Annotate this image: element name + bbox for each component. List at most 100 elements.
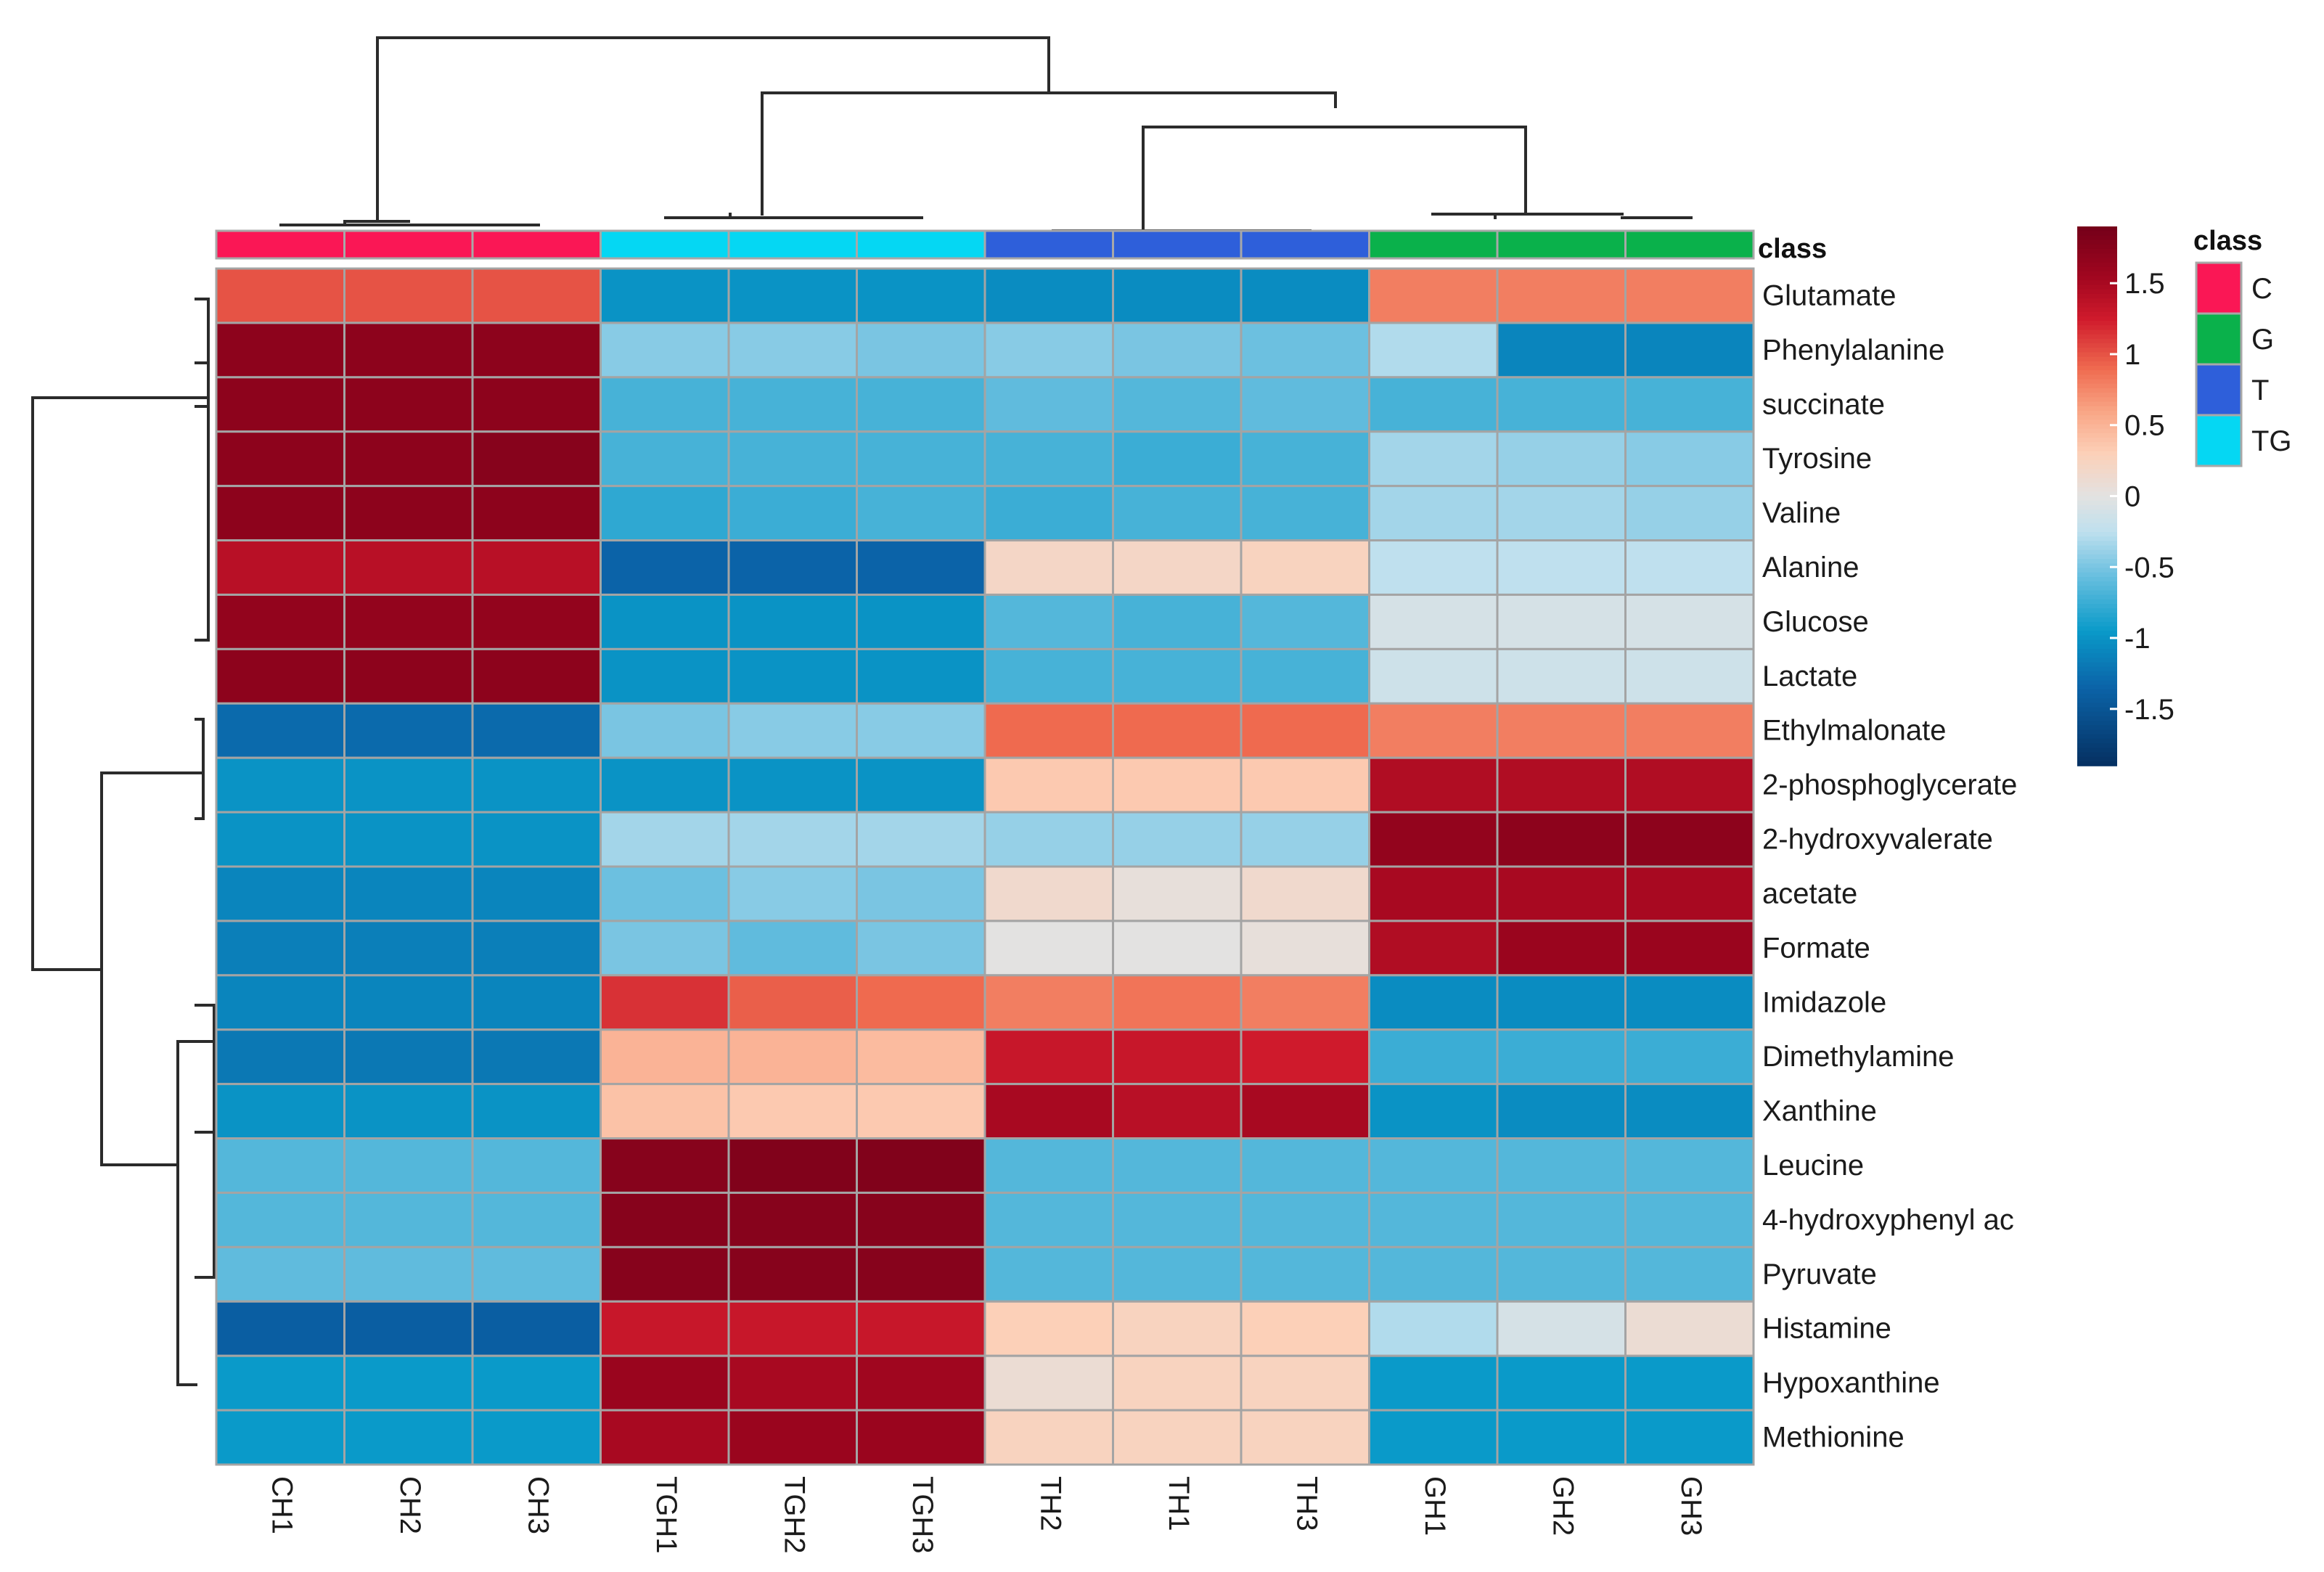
heatmap-cell <box>983 485 1114 542</box>
colorbar-segment <box>2077 271 2117 277</box>
heatmap-cell <box>1496 920 1627 977</box>
heatmap-cell <box>1624 1191 1755 1248</box>
heatmap-cell <box>1368 593 1499 650</box>
colorbar-segment <box>2077 734 2117 740</box>
heatmap-cell <box>600 920 730 977</box>
heatmap-cell <box>1624 811 1755 868</box>
heatmap-cell <box>1368 1245 1499 1303</box>
heatmap-cell <box>600 702 730 759</box>
heatmap-cell <box>1112 485 1243 542</box>
annotation-cell <box>343 229 474 260</box>
row-label: Imidazole <box>1762 986 1886 1018</box>
heatmap-cell <box>1112 1028 1243 1086</box>
heatmap-cell <box>727 593 858 650</box>
heatmap-cell <box>1368 376 1499 433</box>
heatmap-cell <box>215 593 345 650</box>
heatmap-cell <box>727 1191 858 1248</box>
heatmap-cell <box>343 267 474 324</box>
heatmap-cell <box>983 756 1114 814</box>
heatmap-cell <box>1368 1409 1499 1466</box>
heatmap-cell <box>600 756 730 814</box>
heatmap-cell <box>1368 430 1499 488</box>
column-label: TGH1 <box>650 1476 682 1554</box>
heatmap-cell <box>600 1354 730 1412</box>
dendrogram-branch <box>31 396 103 971</box>
heatmap-cell <box>471 1028 602 1086</box>
annotation-cell <box>1496 229 1627 260</box>
heatmap-cell <box>600 376 730 433</box>
heatmap-cell <box>1368 1191 1499 1248</box>
heatmap-cell <box>343 1409 474 1466</box>
colorbar-segment <box>2077 599 2117 605</box>
heatmap-cell <box>856 376 986 433</box>
heatmap-cell <box>471 267 602 324</box>
colorbar-segment <box>2077 253 2117 259</box>
heatmap-cell <box>1496 267 1627 324</box>
heatmap-cell <box>983 376 1114 433</box>
class-legend-swatch <box>2195 414 2243 467</box>
heatmap-cell <box>1240 702 1370 759</box>
colorbar-segment <box>2077 545 2117 551</box>
heatmap-cell <box>1624 1083 1755 1140</box>
heatmap-cell <box>1112 1409 1243 1466</box>
colorbar-segment <box>2077 226 2117 232</box>
heatmap-cell <box>727 485 858 542</box>
colorbar-segment <box>2077 684 2117 690</box>
heatmap-cell <box>471 376 602 433</box>
colorbar-segment <box>2077 248 2117 254</box>
dendrogram-branch <box>664 213 923 219</box>
row-label: Alanine <box>1762 552 1859 584</box>
heatmap-cell <box>215 376 345 433</box>
colorbar-segment <box>2077 379 2117 385</box>
colorbar-segment <box>2077 406 2117 412</box>
heatmap-cell <box>1624 376 1755 433</box>
colorbar-segment <box>2077 594 2117 600</box>
colorbar-segment <box>2077 689 2117 695</box>
heatmap-cell <box>727 267 858 324</box>
colorbar-segment <box>2077 428 2117 434</box>
heatmap-cell <box>343 865 474 922</box>
heatmap-cell <box>1240 1354 1370 1412</box>
heatmap-cell <box>1368 756 1499 814</box>
colorbar-segment <box>2077 415 2117 421</box>
colorbar-segment <box>2077 523 2117 528</box>
colorbar-segment <box>2077 352 2117 358</box>
heatmap-cell <box>215 430 345 488</box>
heatmap-cell <box>600 267 730 324</box>
heatmap-cell <box>1624 1409 1755 1466</box>
heatmap-cell <box>983 702 1114 759</box>
colorbar-segment <box>2077 393 2117 398</box>
colorbar-segment <box>2077 329 2117 335</box>
heatmap-cell <box>856 1300 986 1357</box>
heatmap-cell <box>983 1300 1114 1357</box>
heatmap-cell <box>1624 920 1755 977</box>
column-label: TH1 <box>1163 1476 1195 1531</box>
heatmap-cell <box>1240 1191 1370 1248</box>
heatmap-cell <box>1624 485 1755 542</box>
row-label: Phenylalanine <box>1762 334 1944 366</box>
heatmap-cell <box>343 1354 474 1412</box>
heatmap-cell <box>856 1191 986 1248</box>
heatmap-cell <box>1624 974 1755 1031</box>
column-label: GH2 <box>1547 1476 1579 1536</box>
color-scale-legend <box>2077 226 2117 766</box>
heatmap-cell <box>1624 1245 1755 1303</box>
class-legend-swatch <box>2195 261 2243 315</box>
dendrogram-branch <box>376 36 1050 94</box>
heatmap-cell <box>727 430 858 488</box>
colorbar-segment <box>2077 289 2117 295</box>
colorbar-segment <box>2077 487 2117 493</box>
colorbar-tick-label: 1 <box>2124 339 2140 371</box>
heatmap-cell <box>727 1028 858 1086</box>
heatmap-cell <box>1240 593 1370 650</box>
heatmap-cell <box>215 702 345 759</box>
heatmap-cell <box>1624 430 1755 488</box>
annotation-cell <box>600 229 730 260</box>
colorbar-tick-label: 0.5 <box>2124 410 2165 442</box>
heatmap-cell <box>471 1354 602 1412</box>
heatmap-cell <box>343 322 474 379</box>
colorbar-segment <box>2077 496 2117 502</box>
column-label: TH2 <box>1035 1476 1067 1531</box>
heatmap-cell <box>983 920 1114 977</box>
heatmap-cell <box>215 1354 345 1412</box>
